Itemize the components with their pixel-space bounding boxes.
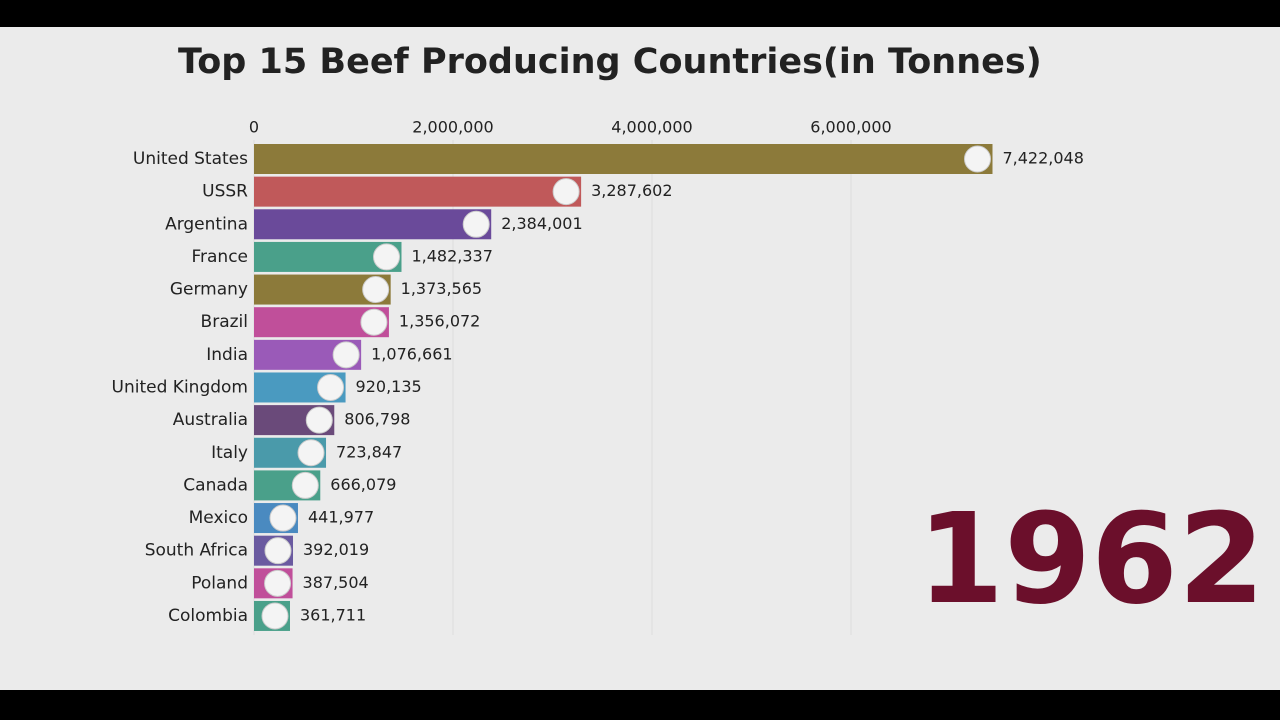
flag-icon (552, 178, 580, 206)
value-label: 441,977 (308, 508, 374, 527)
value-label: 1,373,565 (401, 279, 482, 298)
value-label: 666,079 (330, 475, 396, 494)
flag-icon (963, 145, 991, 173)
chart-title: Top 15 Beef Producing Countries(in Tonne… (178, 42, 1042, 82)
flag-icon (291, 471, 319, 499)
y-tick-label: United Kingdom (112, 377, 248, 397)
value-label: 1,482,337 (411, 246, 492, 265)
value-label: 920,135 (356, 377, 422, 396)
flag-icon (264, 537, 292, 565)
y-tick-label: Brazil (201, 312, 248, 332)
flag-icon (269, 504, 297, 532)
value-label: 1,356,072 (399, 312, 480, 331)
y-tick-label: Mexico (189, 508, 248, 528)
value-label: 7,422,048 (1002, 149, 1083, 168)
flag-icon (462, 210, 490, 238)
year-label: 1962 (917, 487, 1265, 632)
flag-icon (261, 602, 289, 630)
y-tick-label: Australia (173, 410, 248, 430)
y-tick-label: India (206, 345, 248, 365)
bar (254, 144, 993, 174)
value-label: 361,711 (300, 605, 366, 624)
flag-icon (360, 308, 388, 336)
x-tick-label: 0 (249, 118, 259, 137)
value-label: 392,019 (303, 540, 369, 559)
value-label: 723,847 (336, 442, 402, 461)
y-tick-label: South Africa (145, 541, 248, 561)
value-label: 1,076,661 (371, 344, 452, 363)
flag-icon (305, 406, 333, 434)
y-tick-label: Argentina (165, 214, 248, 234)
x-tick-label: 6,000,000 (810, 118, 891, 137)
value-label: 2,384,001 (501, 214, 582, 233)
flag-icon (264, 569, 292, 597)
x-tick-label: 4,000,000 (611, 118, 692, 137)
y-tick-label: Colombia (168, 606, 248, 626)
flag-icon (317, 373, 345, 401)
flag-icon (297, 439, 325, 467)
x-tick-label: 2,000,000 (412, 118, 493, 137)
flag-icon (332, 341, 360, 369)
bar (254, 209, 492, 240)
flag-icon (362, 276, 390, 304)
y-tick-label: United States (133, 149, 248, 169)
value-label: 387,504 (303, 573, 369, 592)
y-tick-label: USSR (202, 182, 248, 202)
background (0, 27, 1280, 690)
y-tick-label: Germany (170, 280, 248, 300)
flag-icon (372, 243, 400, 271)
y-tick-label: France (191, 247, 248, 267)
y-tick-label: Italy (211, 443, 248, 463)
y-tick-label: Poland (191, 573, 248, 593)
bar (254, 176, 582, 207)
value-label: 3,287,602 (591, 181, 672, 200)
y-tick-label: Canada (183, 475, 248, 495)
value-label: 806,798 (344, 410, 410, 429)
